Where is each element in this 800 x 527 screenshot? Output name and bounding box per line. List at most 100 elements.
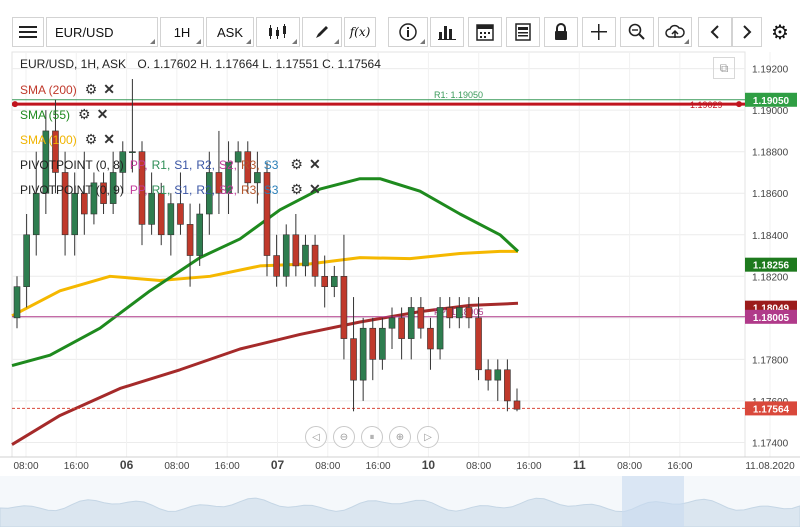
candle-body (148, 192, 155, 225)
calendar-button[interactable] (468, 17, 502, 47)
candle-body (109, 172, 117, 204)
close-icon[interactable]: ✕ (103, 81, 115, 97)
reset-button[interactable]: ⏸ (361, 426, 383, 448)
draw-button[interactable] (302, 17, 342, 47)
candle-body (311, 244, 319, 277)
time-tick-label: 08:00 (466, 461, 491, 472)
candle-body (379, 327, 386, 360)
menu-button[interactable] (12, 17, 44, 47)
symbol-selector[interactable]: EUR/USD (46, 17, 158, 47)
indicator-row-sma55[interactable]: SMA (55) ⚙ ✕ (20, 106, 108, 123)
time-tick-label: 08:00 (13, 461, 38, 472)
price-badge (745, 309, 797, 324)
candle-body (398, 317, 405, 339)
pivot-part-pp: PP, (129, 182, 148, 197)
lock-button[interactable] (544, 17, 578, 47)
crosshair-button[interactable] (582, 17, 616, 47)
time-tick-label: 10 (422, 458, 436, 472)
indicator-row-sma200[interactable]: SMA (200) ⚙ ✕ (20, 81, 115, 98)
time-tick-label: 16:00 (64, 461, 89, 472)
candle-body (234, 151, 242, 163)
price-badge-label: 1.19050 (753, 96, 790, 107)
time-tick-label: 06 (120, 458, 134, 472)
zoom-in-button[interactable]: ⊕ (389, 426, 411, 448)
candle-body (465, 307, 473, 319)
price-tick-label: 1.18200 (752, 272, 789, 283)
next-button[interactable] (732, 17, 762, 47)
gear-icon[interactable]: ⚙ (78, 106, 91, 122)
price-badge-label: 1.18049 (753, 304, 790, 315)
red-level-label: 1.19029 (690, 100, 723, 110)
indicator-row-pivot8[interactable]: PIVOTPOINT (0, 8) PP, R1, S1, R2, S2, R3, S3 ⚙… (20, 156, 321, 173)
candle-body (263, 172, 271, 256)
gear-icon[interactable]: ⚙ (290, 156, 303, 172)
candle-body (388, 317, 396, 329)
candle-body (13, 286, 21, 319)
upload-button[interactable] (658, 17, 692, 47)
settings-button[interactable]: ⚙ (766, 17, 794, 47)
close-icon[interactable]: ✕ (308, 181, 321, 197)
time-tick-label: 08:00 (617, 461, 642, 472)
prev-button[interactable] (698, 17, 732, 47)
pivot-part-r1: R1, (151, 157, 171, 172)
chart-legend: EUR/USD, 1H, ASK O. 1.17602 H. 1.17664 L… (20, 57, 383, 71)
calendar-icon (476, 24, 494, 41)
zoom-button[interactable] (620, 17, 654, 47)
close-icon[interactable]: ✕ (308, 156, 321, 172)
candle-body (129, 151, 136, 153)
info-button[interactable] (388, 17, 428, 47)
menu-icon (19, 26, 37, 38)
candle-body (196, 213, 203, 256)
close-icon[interactable]: ✕ (103, 131, 115, 147)
indicator-row-pivot9[interactable]: PIVOTPOINT (0, 9) PP, R1, S1, R2, S2, R3, S3 ⚙… (20, 181, 321, 198)
candle-body (90, 182, 98, 215)
scroll-right-button[interactable]: ▷ (417, 426, 439, 448)
gear-icon[interactable]: ⚙ (84, 131, 98, 147)
pivot-part-r3: R3, (241, 182, 260, 197)
price-type-selector[interactable]: ASK (206, 17, 254, 47)
zoom-out-button[interactable]: ⊖ (333, 426, 355, 448)
price-tick-label: 1.19200 (752, 65, 789, 76)
gear-icon: ⚙ (771, 21, 789, 44)
candle-body (407, 307, 415, 339)
chart-type-button[interactable] (256, 17, 300, 47)
volume-button[interactable] (430, 17, 464, 47)
candle-body (61, 172, 69, 236)
gear-icon[interactable]: ⚙ (290, 181, 303, 197)
candle-body (359, 327, 367, 381)
sma-55-line (11, 177, 520, 368)
price-axis: 1.19200 1.19000 1.18800 1.18600 1.18400 1.182… (745, 65, 797, 449)
timeframe-selector[interactable]: 1H (160, 17, 204, 47)
price-tick-label: 1.18800 (752, 148, 789, 159)
close-icon[interactable]: ✕ (96, 106, 109, 122)
cloud-upload-icon (665, 24, 685, 38)
function-icon: f(x) (349, 25, 371, 39)
time-tick-label: 08:00 (315, 461, 340, 472)
indicator-row-sma100[interactable]: SMA (100) ⚙ ✕ (20, 131, 115, 148)
gear-icon[interactable]: ⚙ (84, 81, 98, 97)
draw-pencil-icon (316, 26, 328, 38)
candle-body (417, 307, 425, 329)
time-tick-label: 16:00 (516, 461, 541, 472)
price-badge-label: 1.18005 (753, 313, 790, 324)
overview-window (622, 476, 684, 527)
news-button[interactable] (506, 17, 540, 47)
r1-label: R1: 1.19050 (434, 90, 483, 100)
mini-overview (0, 476, 800, 527)
popout-button[interactable]: ⧉ (713, 57, 735, 79)
candle-body (206, 172, 213, 215)
function-button[interactable]: f(x) (344, 17, 376, 47)
reset-icon: ⏸ (369, 431, 375, 443)
candle-body (446, 307, 453, 319)
pivot-part-r2: R2, (196, 157, 215, 172)
candle-body (513, 400, 521, 410)
toolbar: EUR/USD 1H ASK f(x) (0, 0, 800, 50)
price-badge (745, 401, 797, 416)
scroll-left-button[interactable]: ◁ (305, 426, 327, 448)
price-tick-label: 1.19000 (752, 106, 789, 117)
pivot-part-pp: PP, (129, 157, 148, 172)
candle-body (225, 161, 232, 194)
price-tick-label: 1.17800 (752, 355, 789, 366)
